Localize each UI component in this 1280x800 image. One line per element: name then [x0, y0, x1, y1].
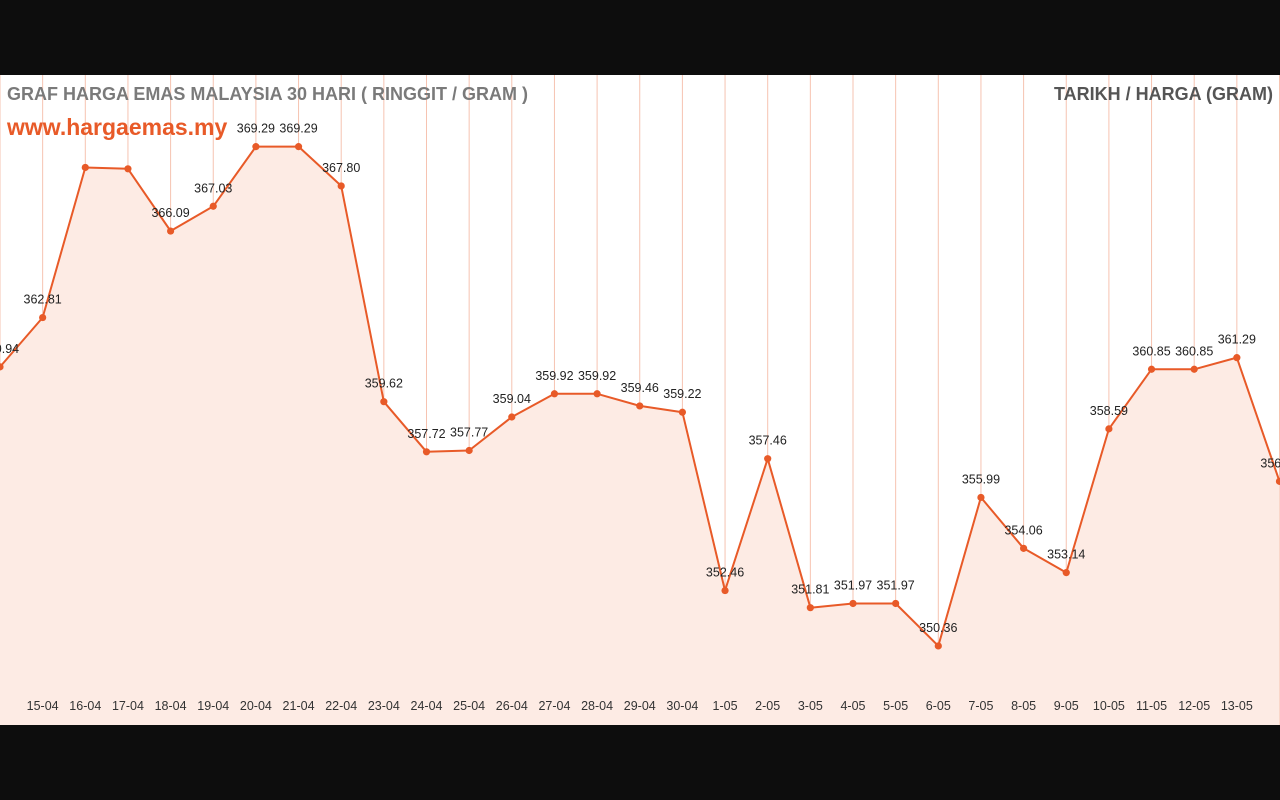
data-label: 369.29 — [279, 122, 317, 136]
data-label: 359.92 — [578, 369, 616, 383]
x-tick-label: 10-05 — [1093, 699, 1125, 713]
data-point — [1105, 425, 1113, 433]
data-point — [721, 586, 729, 595]
x-tick-label: 7-05 — [968, 699, 993, 713]
data-label: 355.99 — [962, 472, 1000, 486]
x-tick-label: 20-04 — [240, 699, 272, 713]
x-tick-label: 16-04 — [69, 699, 101, 713]
data-point — [337, 182, 345, 190]
data-label: 367.80 — [322, 161, 360, 175]
data-point — [0, 363, 4, 371]
x-tick-label: 9-05 — [1054, 699, 1079, 713]
data-label: 351.81 — [791, 583, 829, 597]
data-point — [209, 202, 217, 210]
data-point — [508, 413, 516, 421]
data-label: 357.46 — [749, 434, 787, 448]
data-label: 359.46 — [621, 381, 659, 395]
x-tick-label: 6-05 — [926, 699, 951, 713]
x-tick-label: 4-05 — [840, 699, 865, 713]
data-point — [806, 604, 814, 612]
data-point — [465, 446, 473, 455]
data-point — [1275, 477, 1280, 485]
x-tick-label: 19-04 — [197, 699, 229, 713]
x-tick-label: 12-05 — [1178, 699, 1210, 713]
data-label: 353.14 — [1047, 548, 1085, 562]
data-label: 351.97 — [877, 578, 915, 592]
data-point — [934, 642, 942, 650]
site-link[interactable]: www.hargaemas.my — [7, 114, 228, 140]
x-tick-label: 27-04 — [538, 699, 570, 713]
data-point — [124, 165, 132, 173]
data-label: 350.36 — [919, 621, 957, 635]
x-tick-label: 21-04 — [283, 699, 315, 713]
data-label: 357.77 — [450, 425, 488, 439]
axis-legend-label: TARIKH / HARGA (GRAM) — [1054, 84, 1273, 104]
x-tick-label: 1-05 — [713, 699, 738, 713]
data-label: 352.46 — [706, 566, 744, 580]
x-tick-label: 23-04 — [368, 699, 400, 713]
data-label: 362.81 — [24, 293, 62, 307]
data-label: 361.29 — [1218, 333, 1256, 347]
data-point — [380, 398, 388, 406]
x-tick-label: 3-05 — [798, 699, 823, 713]
x-tick-label: 2-05 — [755, 699, 780, 713]
data-point — [1190, 365, 1198, 373]
x-tick-label: 5-05 — [883, 699, 908, 713]
x-tick-label: 30-04 — [666, 699, 698, 713]
x-tick-label: 22-04 — [325, 699, 357, 713]
data-label: 357.72 — [407, 427, 445, 441]
data-point — [849, 599, 857, 608]
data-label: 359.92 — [535, 369, 573, 383]
data-label: 360.85 — [1132, 344, 1170, 358]
data-point — [1147, 365, 1156, 373]
data-point — [81, 163, 89, 172]
data-point — [892, 599, 900, 608]
gold-price-chart: 360.94 362.81 366.09 367.03 369.29 369.29 367.… — [0, 75, 1280, 725]
data-point — [593, 390, 601, 398]
data-point — [39, 313, 47, 322]
data-point — [422, 448, 431, 456]
data-label: 360.94 — [0, 342, 19, 356]
data-label: 360.85 — [1175, 344, 1213, 358]
data-label: 367.03 — [194, 181, 232, 195]
data-label: 356.60 — [1260, 456, 1280, 470]
x-tick-label: 28-04 — [581, 699, 613, 713]
data-point — [167, 227, 175, 235]
x-tick-label: 26-04 — [496, 699, 528, 713]
data-label: 354.06 — [1004, 523, 1042, 537]
data-point — [977, 493, 985, 502]
x-tick-label: 29-04 — [624, 699, 656, 713]
data-label: 351.97 — [834, 578, 872, 592]
chart-title: GRAF HARGA EMAS MALAYSIA 30 HARI ( RINGG… — [7, 84, 529, 104]
data-point — [1233, 354, 1241, 362]
x-tick-label: 24-04 — [411, 699, 443, 713]
data-point — [636, 402, 644, 410]
data-point — [252, 143, 260, 151]
x-tick-label: 15-04 — [27, 699, 59, 713]
data-point — [678, 408, 687, 416]
x-tick-label: 17-04 — [112, 699, 144, 713]
data-point — [550, 390, 559, 398]
x-tick-label: 25-04 — [453, 699, 485, 713]
data-label: 359.62 — [365, 377, 403, 391]
data-label: 369.29 — [237, 122, 275, 136]
chart-panel: 360.94 362.81 366.09 367.03 369.29 369.29 367.… — [0, 75, 1280, 725]
x-tick-label: 18-04 — [155, 699, 187, 713]
x-tick-label: 8-05 — [1011, 699, 1036, 713]
data-point — [764, 455, 772, 463]
x-tick-label: 13-05 — [1221, 699, 1253, 713]
data-label: 366.09 — [151, 206, 189, 220]
data-point — [294, 143, 303, 151]
area-fill — [0, 146, 1280, 725]
data-label: 359.22 — [663, 387, 701, 401]
data-label: 358.59 — [1090, 404, 1128, 418]
data-point — [1020, 544, 1028, 552]
x-tick-label: 11-05 — [1136, 699, 1167, 713]
data-point — [1062, 569, 1070, 577]
data-label: 359.04 — [493, 392, 531, 406]
